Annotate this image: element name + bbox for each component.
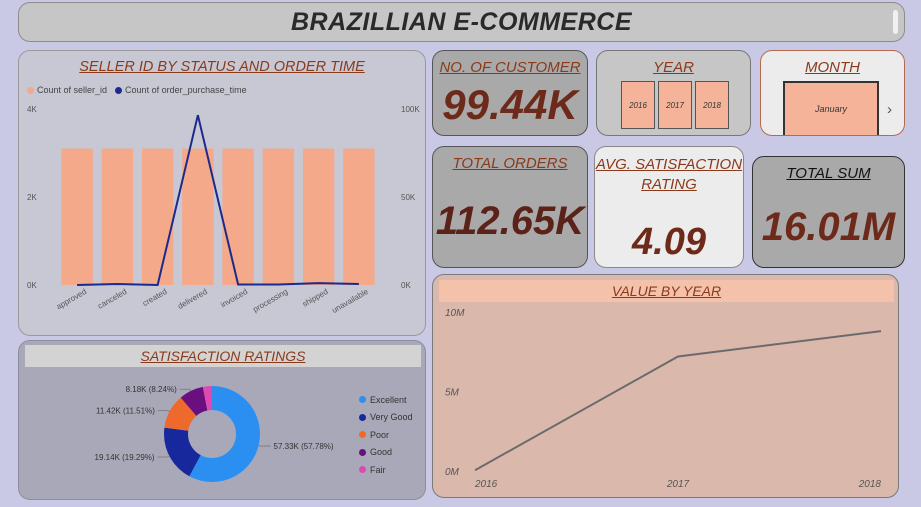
x-tick-label: invoiced — [219, 287, 249, 309]
y-right-tick-label: 50K — [401, 193, 416, 202]
chevron-right-icon[interactable]: › — [887, 101, 892, 118]
donut-slice-label: 57.33K (57.78%) — [274, 442, 334, 451]
rating-card: AVG. SATISFACTION RATING 4.09 — [594, 146, 744, 268]
rating-value: 4.09 — [632, 221, 706, 263]
y-right-tick-label: 0K — [401, 281, 411, 290]
x-tick-label: delivered — [176, 287, 209, 311]
x-tick-label: 2018 — [858, 479, 882, 490]
month-option-selected[interactable]: January — [783, 81, 879, 135]
x-tick-label: 2017 — [666, 479, 690, 490]
satisfaction-ratings-chart: SATISFACTION RATINGS 57.33K (57.78%) 19.1… — [18, 340, 426, 500]
bar-shipped[interactable] — [302, 148, 335, 285]
legend-item-fair: Fair — [359, 461, 413, 479]
legend-swatch-order-time — [115, 87, 123, 95]
x-tick-label: shipped — [301, 287, 330, 309]
legend-item-order-time: Count of order_purchase_time — [115, 85, 247, 95]
total-sum-value: 16.01M — [761, 205, 896, 249]
donut-slice-fair[interactable] — [164, 386, 260, 482]
y-left-tick-label: 2K — [27, 193, 37, 202]
customers-label: NO. OF CUSTOMER — [439, 59, 581, 76]
value-by-year-svg: 0M 5M 10M 2016 2017 2018 — [445, 308, 882, 490]
legend-item-very-good: Very Good — [359, 409, 413, 427]
seller-status-chart-title: SELLER ID BY STATUS AND ORDER TIME — [79, 59, 365, 75]
y-left-tick-label: 4K — [27, 105, 37, 114]
total-sum-label: TOTAL SUM — [786, 165, 871, 182]
year-slicer-label: YEAR — [653, 59, 694, 76]
bar-delivered[interactable] — [182, 148, 214, 285]
year-options: 2016 2017 2018 — [621, 81, 729, 129]
year-slicer: YEAR 2016 2017 2018 — [596, 50, 751, 136]
donut-slice-label: 8.18K (8.24%) — [126, 385, 177, 394]
rating-label: AVG. SATISFACTION RATING — [595, 156, 743, 193]
y-tick-label: 10M — [445, 308, 465, 319]
total-sum-card: TOTAL SUM 16.01M — [752, 156, 905, 268]
satisfaction-ratings-svg: 57.33K (57.78%) 19.14K (19.29%) 11.42K (11… — [95, 385, 334, 482]
donut-leader-line — [157, 410, 170, 412]
y-tick-label: 5M — [445, 388, 460, 399]
legend-label: Excellent — [370, 394, 407, 405]
x-tick-label: canceled — [96, 287, 128, 311]
year-option-2017[interactable]: 2017 — [658, 81, 692, 129]
bar-unavailable[interactable] — [343, 148, 375, 285]
legend-label: Very Good — [370, 412, 413, 423]
customers-card: NO. OF CUSTOMER 99.44K — [432, 50, 588, 136]
value-by-year-header: VALUE BY YEAR — [439, 280, 894, 302]
legend-swatch — [359, 431, 366, 439]
donut-slice-very-good[interactable] — [164, 386, 260, 482]
y-right-tick-label: 100K — [401, 105, 420, 114]
satisfaction-ratings-title: SATISFACTION RATINGS — [140, 348, 306, 364]
y-left-tick-label: 0K — [27, 281, 37, 290]
legend-swatch — [359, 413, 366, 421]
year-option-2018[interactable]: 2018 — [695, 81, 729, 129]
x-tick-label: created — [141, 287, 169, 308]
month-slicer-label: MONTH — [805, 59, 860, 76]
customers-value: 99.44K — [442, 81, 578, 128]
seller-status-chart-svg: 0K 2K 4K 0K 50K 100K approved canceled created de… — [27, 105, 420, 315]
legend-label: Fair — [370, 464, 386, 475]
bar-created[interactable] — [141, 148, 174, 285]
x-tick-label: unavailable — [330, 287, 370, 315]
donut-slice-label: 19.14K (19.29%) — [95, 453, 155, 462]
legend-item-seller: Count of seller_id — [27, 85, 107, 95]
seller-status-chart: 0K 2K 4K 0K 50K 100K approved canceled created de… — [18, 50, 426, 336]
satisfaction-ratings-legend: Excellent Very Good Poor Good Fair — [359, 391, 413, 479]
legend-swatch-seller — [27, 87, 34, 95]
value-by-year-title: VALUE BY YEAR — [611, 283, 722, 299]
month-slicer: MONTH January › — [760, 50, 905, 136]
bar-canceled[interactable] — [101, 148, 134, 285]
legend-swatch — [359, 448, 366, 456]
legend-item-poor: Poor — [359, 426, 413, 444]
donut-leader-line — [179, 388, 191, 392]
year-option-2016[interactable]: 2016 — [621, 81, 655, 129]
satisfaction-ratings-header: SATISFACTION RATINGS — [25, 345, 421, 367]
bar-approved[interactable] — [61, 148, 93, 285]
orders-value: 112.65K — [435, 199, 585, 243]
page-title: BRAZILLIAN E-COMMERCE — [290, 7, 633, 36]
legend-item-good: Good — [359, 444, 413, 462]
bar-invoiced[interactable] — [222, 148, 254, 285]
legend-label-order-time: Count of order_purchase_time — [125, 85, 247, 95]
legend-label-seller: Count of seller_id — [37, 85, 108, 95]
legend-label: Good — [370, 447, 393, 458]
order-time-line[interactable] — [77, 114, 359, 287]
legend-label: Poor — [370, 429, 390, 440]
x-tick-label: 2016 — [474, 479, 498, 490]
value-by-year-chart: VALUE BY YEAR 0M 5M 10M 2016 2017 2018 — [432, 274, 899, 498]
y-tick-label: 0M — [445, 467, 460, 478]
x-tick-label: approved — [55, 287, 88, 311]
orders-card: TOTAL ORDERS 112.65K — [432, 146, 588, 268]
donut-leader-line — [157, 455, 170, 458]
legend-swatch — [359, 396, 366, 404]
legend-swatch — [359, 466, 366, 474]
seller-status-legend: Count of seller_id Count of order_purcha… — [27, 85, 247, 95]
orders-label: TOTAL ORDERS — [452, 155, 568, 172]
scrollbar-thumb[interactable] — [893, 10, 898, 34]
legend-item-excellent: Excellent — [359, 391, 413, 409]
dashboard-title-bar: BRAZILLIAN E-COMMERCE — [18, 2, 905, 42]
x-tick-label: processing — [251, 287, 289, 314]
bar-processing[interactable] — [262, 148, 295, 285]
donut-slice-label: 11.42K (11.51%) — [96, 407, 155, 416]
value-by-year-line[interactable] — [474, 330, 882, 472]
